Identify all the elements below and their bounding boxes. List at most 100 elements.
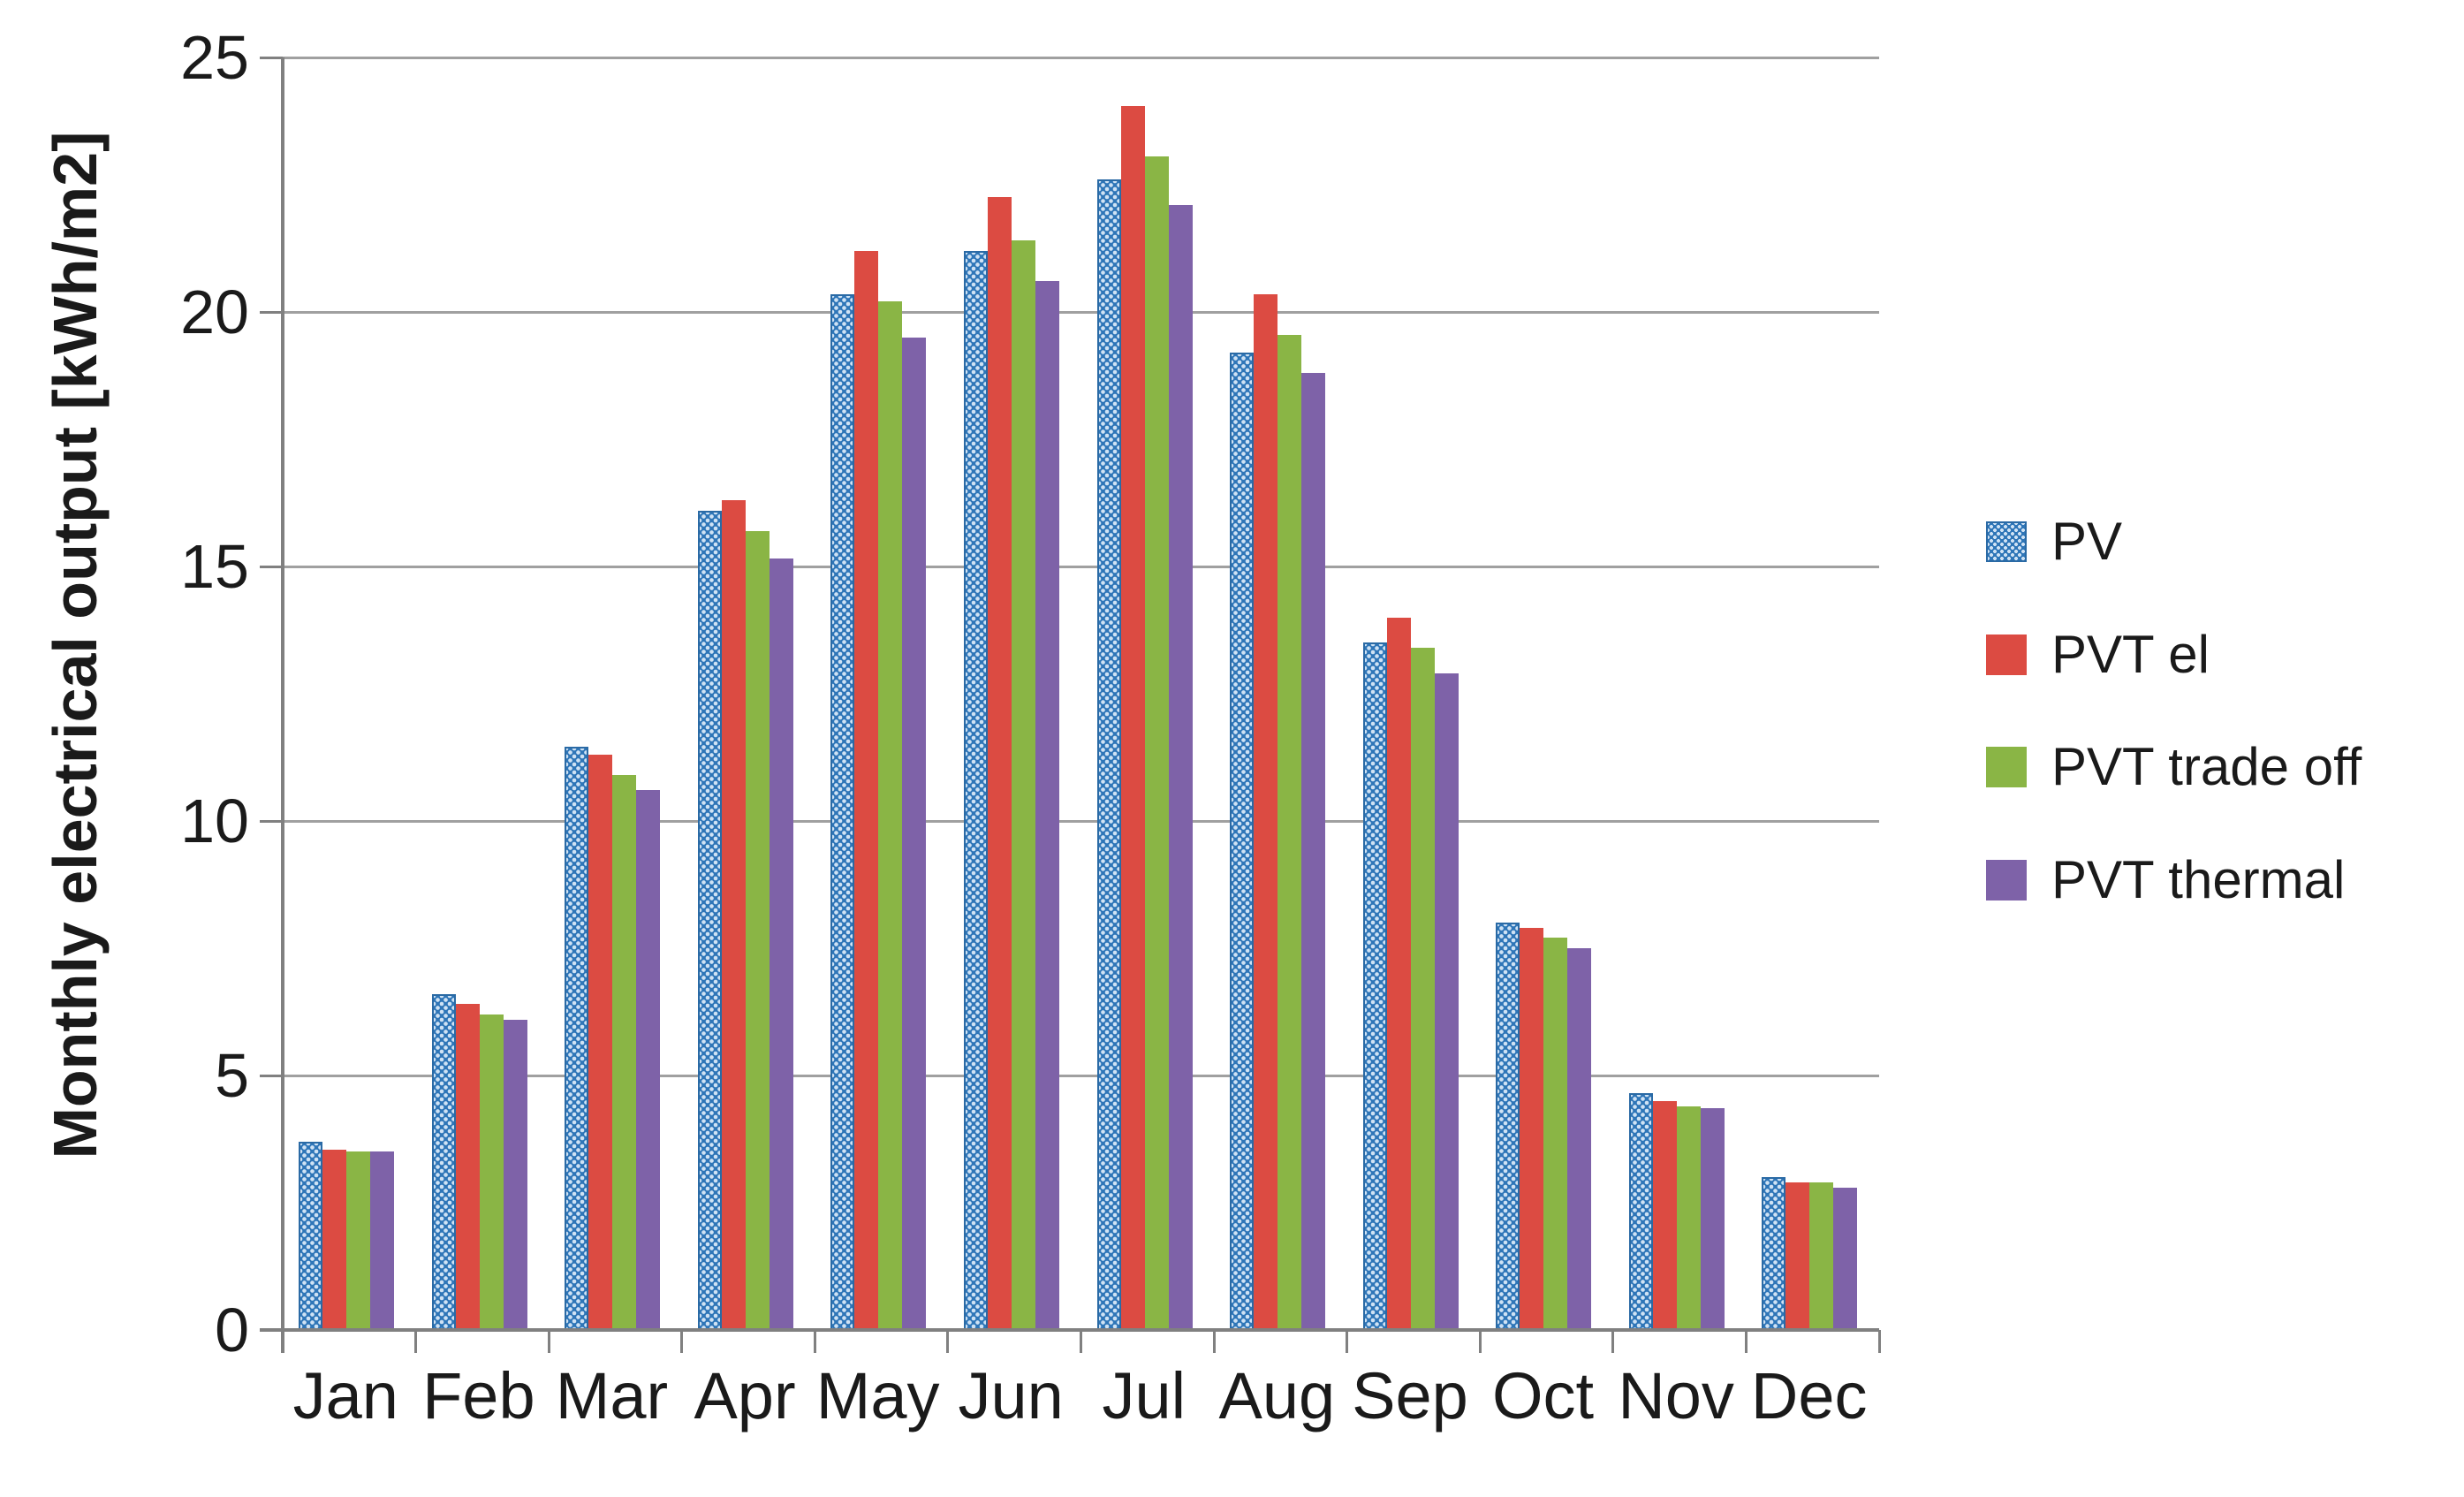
bar-pvt-trade-off-jan — [346, 1151, 370, 1330]
bar-pvt-thermal-jul — [1168, 205, 1193, 1330]
bar-pvt-el-feb — [455, 1004, 480, 1330]
bar-pvt-trade-off-aug — [1277, 334, 1302, 1330]
legend-item-pvt-el: PVT el — [1986, 628, 2210, 681]
bar-pvt-trade-off-feb — [479, 1014, 504, 1330]
bar-pvt-trade-off-mar — [612, 775, 637, 1330]
bar-pvt-el-apr — [721, 500, 746, 1330]
bar-pvt-el-dec — [1785, 1182, 1810, 1330]
y-tick-label: 25 — [180, 23, 249, 92]
y-tick-label: 10 — [180, 786, 249, 855]
bar-pvt-thermal-feb — [503, 1019, 527, 1330]
gridline — [283, 56, 1879, 59]
bar-pvt-thermal-oct — [1567, 948, 1592, 1330]
bar-pvt-el-may — [854, 250, 879, 1330]
x-axis-tick — [1080, 1330, 1082, 1353]
x-axis-label-oct: Oct — [1491, 1359, 1595, 1432]
x-axis-label-apr: Apr — [694, 1359, 796, 1432]
x-axis-tick — [1611, 1330, 1615, 1353]
bar-pvt-trade-off-oct — [1543, 938, 1568, 1330]
bar-pvt-trade-off-jul — [1144, 156, 1169, 1330]
bar-pvt-trade-off-dec — [1809, 1182, 1834, 1330]
bar-pvt-el-sep — [1386, 617, 1411, 1330]
bar-pvt-el-jun — [987, 197, 1012, 1330]
bar-pvt-el-mar — [588, 755, 613, 1330]
bar-pvt-thermal-apr — [769, 559, 793, 1330]
x-axis-tick — [680, 1330, 684, 1353]
bar-pvt-thermal-nov — [1700, 1108, 1725, 1330]
bar-pvt-thermal-aug — [1301, 373, 1326, 1330]
bar-pvt-thermal-dec — [1833, 1187, 1858, 1330]
x-axis-tick — [1478, 1330, 1482, 1353]
gridline — [283, 565, 1879, 568]
x-axis-label-sep: Sep — [1352, 1359, 1468, 1432]
bar-pvt-thermal-jan — [370, 1151, 394, 1330]
y-axis-tick — [260, 565, 283, 568]
y-axis-line — [281, 57, 284, 1353]
bar-pvt-trade-off-sep — [1410, 648, 1435, 1330]
bar-pv-feb — [431, 993, 456, 1330]
bar-pv-sep — [1362, 642, 1387, 1330]
bar-pv-jun — [963, 250, 988, 1330]
bar-pvt-trade-off-apr — [745, 530, 770, 1330]
y-tick-label: 0 — [215, 1296, 249, 1364]
bar-pvt-trade-off-nov — [1676, 1106, 1701, 1330]
bar-pv-nov — [1628, 1093, 1653, 1330]
x-axis-tick — [1346, 1330, 1349, 1353]
gridline — [283, 819, 1879, 823]
y-axis-tick — [260, 819, 283, 823]
bar-pvt-el-oct — [1520, 927, 1544, 1330]
bar-pvt-trade-off-jun — [1011, 240, 1035, 1330]
legend-label: PV — [2051, 512, 2123, 571]
x-axis-line — [260, 1328, 1879, 1332]
x-axis-label-nov: Nov — [1618, 1359, 1734, 1432]
bar-pv-jan — [299, 1141, 322, 1330]
bar-pv-may — [830, 293, 855, 1330]
bar-pvt-el-jul — [1120, 105, 1145, 1330]
x-axis-label-may: May — [815, 1359, 940, 1432]
legend-swatch-pvt-trade-off — [1986, 747, 2027, 787]
bar-pvt-thermal-may — [902, 337, 927, 1330]
bar-pvt-el-nov — [1652, 1100, 1677, 1330]
legend-swatch-pv — [1986, 521, 2027, 562]
bar-pvt-el-jan — [322, 1149, 346, 1330]
legend-label: PVT trade off — [2051, 737, 2362, 796]
bar-pvt-el-aug — [1254, 293, 1278, 1330]
x-axis-label-aug: Aug — [1218, 1359, 1336, 1432]
y-tick-label: 15 — [180, 532, 249, 601]
legend-item-pvt-trade-off: PVT trade off — [1986, 741, 2362, 794]
x-axis-tick — [946, 1330, 950, 1353]
legend-swatch-pvt-thermal — [1986, 860, 2027, 900]
x-axis-tick — [813, 1330, 816, 1353]
x-axis-label-jun: Jun — [958, 1359, 1064, 1432]
x-axis-label-dec: Dec — [1750, 1359, 1868, 1432]
bar-pvt-thermal-mar — [636, 790, 661, 1330]
bar-pvt-thermal-jun — [1035, 281, 1059, 1330]
bar-pvt-trade-off-may — [878, 301, 903, 1330]
x-axis-tick — [414, 1330, 418, 1353]
bar-pv-mar — [565, 747, 589, 1330]
legend-item-pv: PV — [1986, 515, 2122, 568]
legend-label: PVT thermal — [2051, 850, 2346, 909]
y-tick-label: 20 — [180, 277, 249, 346]
bar-pvt-thermal-sep — [1434, 673, 1459, 1330]
legend-swatch-pvt-el — [1986, 635, 2027, 675]
gridline — [283, 310, 1879, 314]
x-axis-tick — [547, 1330, 550, 1353]
x-axis-label-jan: Jan — [292, 1359, 398, 1432]
y-axis-tick — [260, 310, 283, 314]
y-axis-tick — [260, 56, 283, 59]
legend-item-pvt-thermal: PVT thermal — [1986, 854, 2345, 907]
x-axis-tick — [1212, 1330, 1216, 1353]
x-axis-label-feb: Feb — [422, 1359, 535, 1432]
bar-pv-oct — [1496, 923, 1520, 1330]
legend-label: PVT el — [2051, 625, 2210, 684]
y-axis-tick — [260, 1074, 283, 1077]
x-axis-label-mar: Mar — [555, 1359, 669, 1432]
bar-pv-dec — [1762, 1177, 1786, 1330]
bar-pv-aug — [1230, 353, 1255, 1330]
y-tick-label: 5 — [215, 1041, 249, 1110]
bar-pv-apr — [697, 510, 722, 1330]
gridline — [283, 1074, 1879, 1077]
